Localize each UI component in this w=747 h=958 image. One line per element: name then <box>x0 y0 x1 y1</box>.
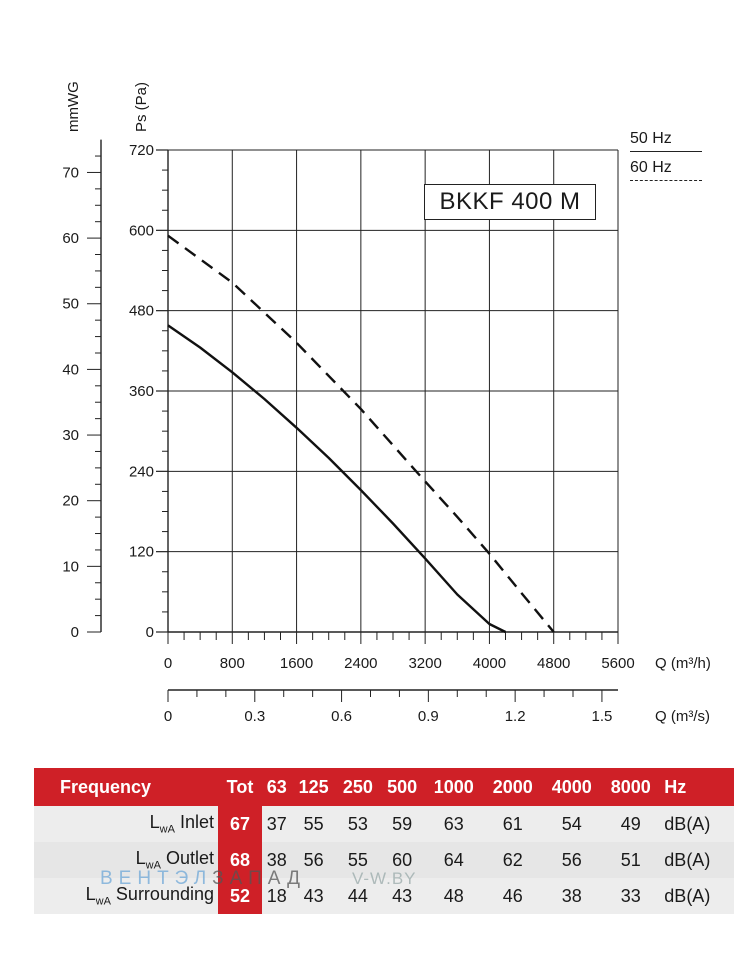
y2-tick-label: 0 <box>71 624 79 641</box>
tot-value: 67 <box>218 806 262 842</box>
band-header: 250 <box>335 768 381 806</box>
y-tick-label: 600 <box>129 222 154 239</box>
x2-tick-label: 0.3 <box>244 708 265 725</box>
table-cell: 43 <box>291 878 336 914</box>
band-header: 63 <box>262 768 292 806</box>
unit-cell: dB(A) <box>660 842 734 878</box>
legend-50hz: 50 Hz <box>630 130 702 152</box>
tot-header: Tot <box>218 768 262 806</box>
band-header: 1000 <box>424 768 484 806</box>
table-cell: 38 <box>542 878 602 914</box>
series-line-2 <box>167 234 555 633</box>
table-cell: 48 <box>424 878 484 914</box>
y-tick-label: 720 <box>129 142 154 159</box>
y2-tick-label: 40 <box>62 361 79 378</box>
table-cell: 56 <box>542 842 602 878</box>
band-header: 2000 <box>483 768 543 806</box>
y-tick-label: 120 <box>129 544 154 561</box>
x-tick-label: 3200 <box>408 655 441 672</box>
table-header-row: Frequency Tot 63 125 250 500 1000 2000 4… <box>34 768 734 806</box>
table-cell: 63 <box>424 806 484 842</box>
table-cell: 38 <box>262 842 292 878</box>
table-cell: 37 <box>262 806 292 842</box>
fan-curve-chart: 0 800 1600 2400 3200 4000 4800 5600012024036048… <box>62 81 711 725</box>
x2-tick-label: 0.6 <box>331 708 352 725</box>
y2-tick-label: 60 <box>62 230 79 247</box>
x2-tick-label: 0.9 <box>418 708 439 725</box>
table-cell: 55 <box>291 806 336 842</box>
frequency-header: Frequency <box>34 768 218 806</box>
y2-tick-label: 10 <box>62 558 79 575</box>
band-header: 500 <box>380 768 425 806</box>
row-label-surrounding: LwA Surrounding <box>34 878 218 914</box>
table-cell: 51 <box>601 842 661 878</box>
x-tick-label: 1600 <box>280 655 313 672</box>
table-cell: 46 <box>483 878 543 914</box>
y-tick-label: 360 <box>129 383 154 400</box>
tot-value: 68 <box>218 842 262 878</box>
x2-axis-title: Q (m³/s) <box>655 708 710 725</box>
sound-power-table: Frequency Tot 63 125 250 500 1000 2000 4… <box>34 768 734 914</box>
x2-tick-label: 0 <box>164 708 172 725</box>
series-line-1 <box>167 324 507 634</box>
x-axis-title: Q (m³/h) <box>655 655 711 672</box>
y2-tick-label: 20 <box>62 493 79 510</box>
table-cell: 61 <box>483 806 543 842</box>
model-label: BKKF 400 M <box>424 184 596 220</box>
x-tick-label: 2400 <box>344 655 377 672</box>
x2-tick-label: 1.5 <box>591 708 612 725</box>
table-cell: 60 <box>380 842 425 878</box>
table-cell: 43 <box>380 878 425 914</box>
x2-tick-label: 1.2 <box>505 708 526 725</box>
band-header: 125 <box>291 768 336 806</box>
legend-50hz-line <box>630 151 702 152</box>
table-cell: 62 <box>483 842 543 878</box>
y-tick-label: 480 <box>129 303 154 320</box>
row-label-outlet: LwA Outlet <box>34 842 218 878</box>
y-tick-label: 240 <box>129 463 154 480</box>
table-row: LwA Surrounding 52 18 43 44 43 48 46 38 … <box>34 878 734 914</box>
x-tick-label: 0 <box>164 655 172 672</box>
table-row: LwA Outlet 68 38 56 55 60 64 62 56 51 dB… <box>34 842 734 878</box>
legend-50hz-label: 50 Hz <box>630 130 672 147</box>
table-cell: 33 <box>601 878 661 914</box>
table-cell: 56 <box>291 842 336 878</box>
y-tick-label: 0 <box>146 624 154 641</box>
unit-header: Hz <box>660 768 734 806</box>
table-cell: 59 <box>380 806 425 842</box>
x-tick-label: 800 <box>220 655 245 672</box>
y-axis-title: Ps (Pa) <box>133 82 150 132</box>
legend-60hz-line <box>630 180 702 181</box>
x-tick-label: 5600 <box>601 655 634 672</box>
table-cell: 64 <box>424 842 484 878</box>
table-row: LwA Inlet 67 37 55 53 59 63 61 54 49 dB(… <box>34 806 734 842</box>
band-header: 4000 <box>542 768 602 806</box>
unit-cell: dB(A) <box>660 878 734 914</box>
legend-60hz: 60 Hz <box>630 159 702 181</box>
tot-value: 52 <box>218 878 262 914</box>
x-tick-label: 4800 <box>537 655 570 672</box>
legend-60hz-label: 60 Hz <box>630 159 672 176</box>
table-cell: 54 <box>542 806 602 842</box>
unit-cell: dB(A) <box>660 806 734 842</box>
band-header: 8000 <box>601 768 661 806</box>
y2-axis-title: mmWG <box>65 81 82 132</box>
y2-tick-label: 70 <box>62 164 79 181</box>
row-label-inlet: LwA Inlet <box>34 806 218 842</box>
table-cell: 44 <box>335 878 381 914</box>
y2-tick-label: 50 <box>62 296 79 313</box>
table-cell: 49 <box>601 806 661 842</box>
table-cell: 53 <box>335 806 381 842</box>
table-cell: 55 <box>335 842 381 878</box>
table-cell: 18 <box>262 878 292 914</box>
x-tick-label: 4000 <box>473 655 506 672</box>
y2-tick-label: 30 <box>62 427 79 444</box>
